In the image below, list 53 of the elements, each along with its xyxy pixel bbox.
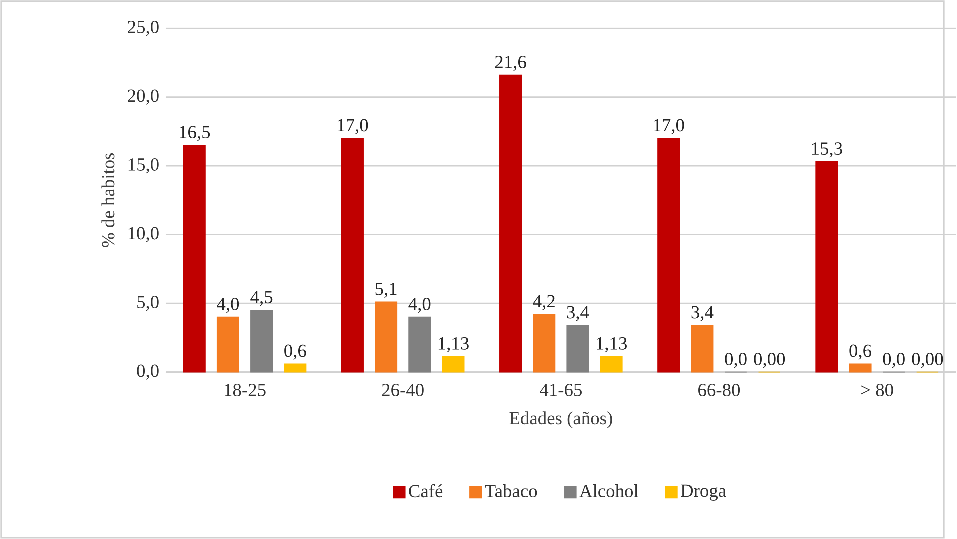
bar bbox=[816, 161, 838, 373]
x-tick-label: 41-65 bbox=[540, 384, 582, 396]
bar bbox=[600, 356, 623, 373]
data-label: 0,00 bbox=[754, 352, 786, 368]
data-label: 3,4 bbox=[692, 306, 714, 322]
y-tick-label: 25,0 bbox=[128, 20, 159, 36]
bar bbox=[442, 356, 465, 373]
data-label: 4,0 bbox=[217, 298, 240, 313]
bar bbox=[284, 363, 307, 373]
y-axis-title: % de habitos bbox=[102, 153, 115, 248]
bar bbox=[849, 363, 872, 373]
bar bbox=[500, 74, 522, 373]
legend-label: Café bbox=[409, 484, 443, 498]
y-tick-label: 15,0 bbox=[128, 158, 159, 174]
y-tick-label: 5,0 bbox=[138, 296, 159, 311]
x-tick-label: > 80 bbox=[862, 384, 894, 396]
data-label: 4,2 bbox=[533, 295, 555, 310]
x-tick-label: 18-25 bbox=[225, 384, 266, 396]
y-tick-label: 10,0 bbox=[128, 227, 159, 242]
bar bbox=[566, 324, 590, 373]
bar bbox=[691, 324, 714, 373]
bar bbox=[250, 310, 274, 373]
x-tick-label: 66-80 bbox=[698, 384, 740, 396]
data-label: 4,5 bbox=[250, 291, 273, 306]
data-label: 16,5 bbox=[180, 126, 210, 141]
x-tick-label: 26-40 bbox=[382, 384, 424, 396]
data-label: 17,0 bbox=[338, 119, 368, 134]
data-label: 5,1 bbox=[376, 282, 397, 298]
data-label: 17,0 bbox=[654, 119, 684, 134]
data-label: 0,00 bbox=[912, 352, 944, 368]
data-label: 0,6 bbox=[284, 344, 306, 360]
x-axis-title: Edades (años) bbox=[510, 411, 612, 428]
bar bbox=[375, 302, 398, 373]
data-label: 0,0 bbox=[725, 352, 747, 368]
bar bbox=[183, 144, 206, 373]
bar bbox=[658, 138, 680, 373]
bar bbox=[341, 138, 364, 373]
legend-label: Alcohol bbox=[580, 484, 638, 498]
y-tick-label: 20,0 bbox=[128, 90, 159, 105]
data-label: 1,13 bbox=[438, 337, 469, 352]
data-label: 0,0 bbox=[883, 352, 905, 368]
bar bbox=[216, 316, 240, 373]
data-label: 4,0 bbox=[408, 298, 431, 313]
data-label: 15,3 bbox=[812, 142, 842, 158]
bar bbox=[408, 316, 432, 373]
legend-label: Droga bbox=[681, 484, 726, 501]
data-label: 21,6 bbox=[495, 56, 526, 71]
data-label: 0,6 bbox=[850, 344, 872, 360]
legend-label: Tabaco bbox=[485, 484, 538, 498]
y-tick-label: 0,0 bbox=[137, 364, 159, 380]
data-label: 1,13 bbox=[597, 337, 627, 352]
bar bbox=[533, 314, 556, 373]
data-label: 3,4 bbox=[567, 306, 590, 322]
